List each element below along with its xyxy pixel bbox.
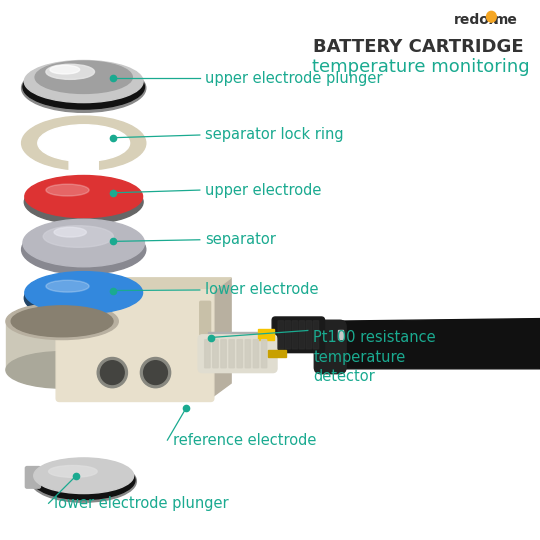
Ellipse shape <box>23 219 145 267</box>
Text: temperature monitoring: temperature monitoring <box>312 58 529 76</box>
Ellipse shape <box>46 64 94 79</box>
FancyBboxPatch shape <box>69 159 98 173</box>
Ellipse shape <box>46 184 89 196</box>
Ellipse shape <box>25 176 143 218</box>
Ellipse shape <box>43 226 113 247</box>
FancyBboxPatch shape <box>221 340 226 368</box>
Ellipse shape <box>23 65 145 109</box>
Ellipse shape <box>487 11 496 22</box>
Text: me: me <box>494 14 518 28</box>
FancyBboxPatch shape <box>278 321 284 349</box>
FancyBboxPatch shape <box>229 340 234 368</box>
FancyBboxPatch shape <box>314 320 346 374</box>
FancyBboxPatch shape <box>272 317 325 353</box>
Text: lower electrode plunger: lower electrode plunger <box>54 496 228 511</box>
Ellipse shape <box>32 461 135 500</box>
Text: redox: redox <box>454 14 498 28</box>
FancyBboxPatch shape <box>245 340 251 368</box>
Text: upper electrode: upper electrode <box>205 183 322 198</box>
Polygon shape <box>205 351 208 356</box>
Ellipse shape <box>24 276 143 320</box>
Ellipse shape <box>31 460 136 502</box>
Text: separator lock ring: separator lock ring <box>205 127 344 143</box>
Polygon shape <box>268 350 286 357</box>
Polygon shape <box>338 330 343 339</box>
Ellipse shape <box>11 306 113 337</box>
Ellipse shape <box>22 225 146 274</box>
Ellipse shape <box>35 61 132 93</box>
Ellipse shape <box>33 458 134 494</box>
Ellipse shape <box>100 361 124 384</box>
FancyBboxPatch shape <box>285 321 291 349</box>
Ellipse shape <box>38 125 130 161</box>
FancyBboxPatch shape <box>292 321 298 349</box>
Ellipse shape <box>97 357 127 388</box>
Ellipse shape <box>46 280 89 292</box>
Ellipse shape <box>24 180 143 224</box>
Ellipse shape <box>22 64 146 112</box>
Ellipse shape <box>50 65 80 74</box>
Ellipse shape <box>6 352 118 388</box>
Text: lower electrode: lower electrode <box>205 282 319 298</box>
FancyBboxPatch shape <box>261 340 267 368</box>
FancyBboxPatch shape <box>205 340 210 368</box>
Text: upper electrode plunger: upper electrode plunger <box>205 71 383 86</box>
Polygon shape <box>208 332 340 338</box>
Ellipse shape <box>54 227 86 237</box>
Text: separator: separator <box>205 232 276 247</box>
FancyBboxPatch shape <box>299 321 305 349</box>
Ellipse shape <box>22 116 146 170</box>
Text: BATTERY CARTRIDGE: BATTERY CARTRIDGE <box>313 38 524 56</box>
Ellipse shape <box>140 357 171 388</box>
FancyBboxPatch shape <box>253 340 259 368</box>
FancyBboxPatch shape <box>200 301 211 352</box>
Text: Pt100 resistance
temperature
detector: Pt100 resistance temperature detector <box>313 330 436 384</box>
Polygon shape <box>211 278 231 399</box>
Ellipse shape <box>6 303 118 340</box>
FancyBboxPatch shape <box>25 467 40 488</box>
FancyBboxPatch shape <box>56 289 214 402</box>
FancyBboxPatch shape <box>198 335 277 373</box>
Ellipse shape <box>25 272 143 314</box>
FancyBboxPatch shape <box>313 321 319 349</box>
Ellipse shape <box>144 361 167 384</box>
Polygon shape <box>59 278 231 293</box>
Text: reference electrode: reference electrode <box>173 433 316 448</box>
Ellipse shape <box>24 60 143 103</box>
FancyBboxPatch shape <box>237 340 242 368</box>
Polygon shape <box>258 329 274 340</box>
Polygon shape <box>322 319 540 369</box>
FancyBboxPatch shape <box>213 340 218 368</box>
FancyBboxPatch shape <box>306 321 312 349</box>
Polygon shape <box>6 321 118 370</box>
Ellipse shape <box>49 465 97 477</box>
